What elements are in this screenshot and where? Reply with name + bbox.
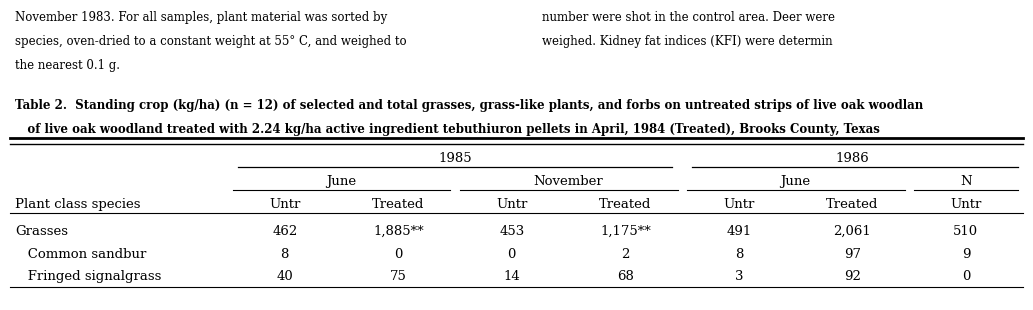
Text: 14: 14: [503, 270, 521, 283]
Text: Treated: Treated: [372, 197, 425, 210]
Text: 8: 8: [281, 248, 289, 261]
Text: Plant class species: Plant class species: [15, 197, 140, 210]
Text: 2,061: 2,061: [834, 225, 871, 238]
Text: of live oak woodland treated with 2.24 kg/ha active ingredient tebuthiuron pelle: of live oak woodland treated with 2.24 k…: [15, 123, 880, 136]
Text: Treated: Treated: [826, 197, 879, 210]
Text: 75: 75: [389, 270, 407, 283]
Text: 510: 510: [953, 225, 978, 238]
Text: 8: 8: [734, 248, 743, 261]
Text: 92: 92: [844, 270, 860, 283]
Text: 1,885**: 1,885**: [373, 225, 424, 238]
Text: 1,175**: 1,175**: [600, 225, 651, 238]
Text: Untr: Untr: [269, 197, 301, 210]
Text: 0: 0: [394, 248, 403, 261]
Text: 1985: 1985: [438, 152, 472, 165]
Text: Grasses: Grasses: [15, 225, 68, 238]
Text: 9: 9: [962, 248, 970, 261]
Text: 3: 3: [734, 270, 743, 283]
Text: 40: 40: [277, 270, 293, 283]
Text: 97: 97: [844, 248, 860, 261]
Text: number were shot in the control area. Deer were: number were shot in the control area. De…: [541, 11, 835, 24]
Text: N: N: [960, 175, 972, 188]
Text: Common sandbur: Common sandbur: [15, 248, 147, 261]
Text: 462: 462: [272, 225, 298, 238]
Text: weighed. Kidney fat indices (KFI) were determin: weighed. Kidney fat indices (KFI) were d…: [541, 35, 833, 48]
Text: Untr: Untr: [950, 197, 981, 210]
Text: November 1983. For all samples, plant material was sorted by: November 1983. For all samples, plant ma…: [15, 11, 387, 24]
Text: 68: 68: [617, 270, 634, 283]
Text: 1986: 1986: [836, 152, 869, 165]
Text: 0: 0: [962, 270, 970, 283]
Text: 2: 2: [621, 248, 629, 261]
Text: Treated: Treated: [599, 197, 652, 210]
Text: Fringed signalgrass: Fringed signalgrass: [15, 270, 162, 283]
Text: 0: 0: [507, 248, 516, 261]
Text: Untr: Untr: [496, 197, 528, 210]
Text: November: November: [534, 175, 603, 188]
Text: Table 2.  Standing crop (kg/ha) (n = 12) of selected and total grasses, grass-li: Table 2. Standing crop (kg/ha) (n = 12) …: [15, 99, 924, 112]
Text: Untr: Untr: [723, 197, 754, 210]
Text: June: June: [781, 175, 811, 188]
Text: June: June: [326, 175, 356, 188]
Text: 491: 491: [726, 225, 751, 238]
Text: the nearest 0.1 g.: the nearest 0.1 g.: [15, 59, 121, 72]
Text: 453: 453: [499, 225, 525, 238]
Text: species, oven-dried to a constant weight at 55° C, and weighed to: species, oven-dried to a constant weight…: [15, 35, 407, 48]
